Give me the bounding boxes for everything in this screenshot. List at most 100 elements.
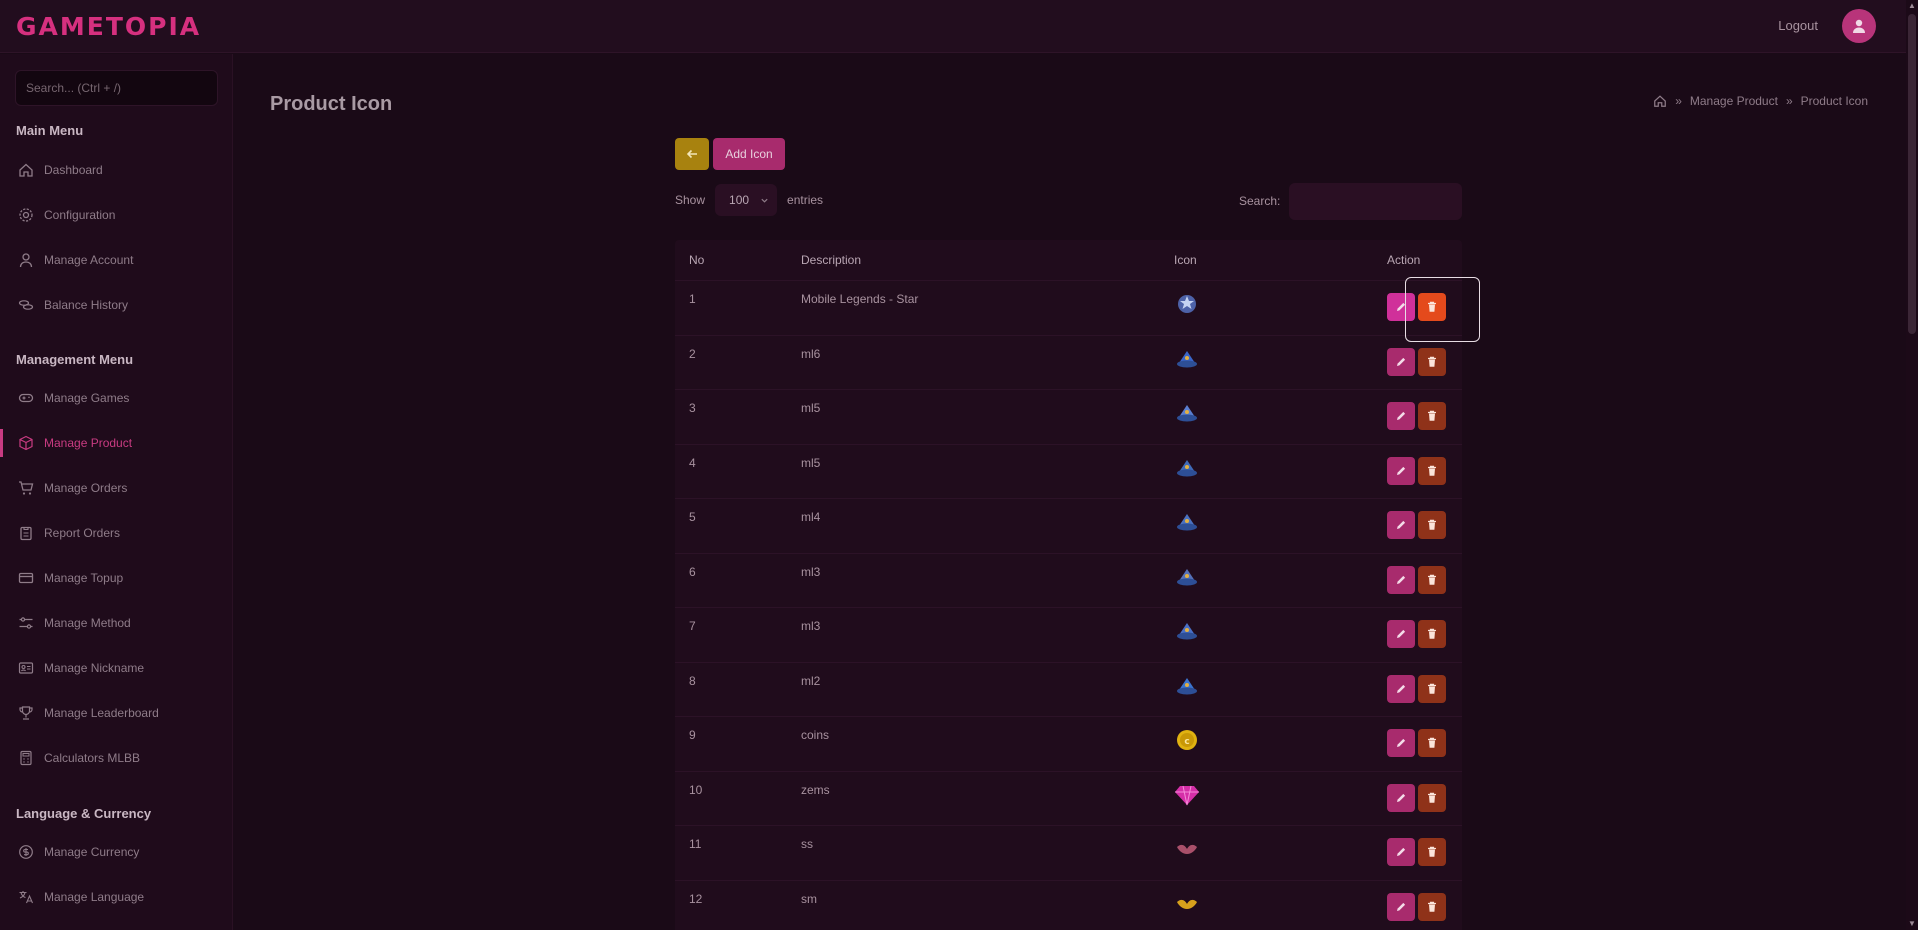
sidebar-item-label: Manage Currency <box>44 845 140 859</box>
sidebar-item-manage-leaderboard[interactable]: Manage Leaderboard <box>0 695 232 731</box>
pencil-icon <box>1397 629 1406 638</box>
delete-button[interactable] <box>1418 347 1446 376</box>
delete-button[interactable] <box>1418 456 1446 485</box>
edit-button[interactable] <box>1387 838 1415 866</box>
table-row: 9 coins c <box>675 716 1462 770</box>
dollar-icon <box>18 844 34 860</box>
breadcrumb-item-product-icon: Product Icon <box>1800 94 1868 108</box>
edit-button[interactable] <box>1387 892 1415 921</box>
sidebar-item-label: Manage Games <box>44 391 130 405</box>
edit-button[interactable] <box>1387 347 1415 376</box>
pencil-icon <box>1397 793 1406 802</box>
edit-button[interactable] <box>1387 674 1415 703</box>
trash-icon <box>1428 465 1436 476</box>
trash-icon <box>1428 628 1436 639</box>
edit-button[interactable] <box>1387 620 1415 648</box>
scroll-thumb[interactable] <box>1908 14 1916 334</box>
table-row: 8 ml2 <box>675 661 1462 716</box>
show-label: Show <box>675 193 706 207</box>
pencil-icon <box>1397 847 1406 856</box>
edit-button[interactable] <box>1387 511 1415 539</box>
scroll-up-icon[interactable]: ▲ <box>1908 1 1916 10</box>
breadcrumb: » Manage Product » Product Icon <box>1653 94 1868 108</box>
edit-button[interactable] <box>1387 565 1415 594</box>
cell-description: ml5 <box>801 401 821 415</box>
app-logo[interactable]: GAMETOPIA <box>16 12 202 41</box>
table-row: 5 ml4 <box>675 498 1462 552</box>
breadcrumb-item-manage-product[interactable]: Manage Product <box>1689 94 1778 108</box>
sidebar-item-label: Report Orders <box>44 526 121 540</box>
sidebar-item-manage-account[interactable]: Manage Account <box>0 242 232 278</box>
sidebar-item-manage-topup[interactable]: Manage Topup <box>0 560 232 596</box>
sidebar-item-configuration[interactable]: Configuration <box>0 197 232 233</box>
trash-icon <box>1428 683 1436 694</box>
user-icon <box>18 252 34 268</box>
delete-button[interactable] <box>1418 293 1446 321</box>
pencil-icon <box>1397 520 1406 529</box>
column-header-icon[interactable]: Icon <box>1174 253 1197 267</box>
delete-button[interactable] <box>1418 674 1446 703</box>
scroll-down-icon[interactable]: ▼ <box>1908 919 1916 928</box>
delete-button[interactable] <box>1418 565 1446 594</box>
chevron-down-icon <box>761 198 768 203</box>
cell-no: 9 <box>689 728 696 742</box>
sidebar-item-manage-language[interactable]: Manage Language <box>0 879 232 915</box>
table-row: 1 Mobile Legends - Star <box>675 280 1462 334</box>
sidebar-item-balance-history[interactable]: Balance History <box>0 287 232 323</box>
sidebar: Main Menu Dashboard Configuration Manage A… <box>0 54 233 930</box>
cell-no: 11 <box>689 837 702 851</box>
trash-icon <box>1428 792 1436 803</box>
sidebar-item-manage-orders[interactable]: Manage Orders <box>0 470 232 506</box>
sidebar-item-manage-product[interactable]: Manage Product <box>0 425 232 461</box>
sidebar-item-dashboard[interactable]: Dashboard <box>0 152 232 188</box>
cart-icon <box>18 480 34 496</box>
table-row: 12 sm <box>675 879 1462 930</box>
delete-button[interactable] <box>1418 838 1446 866</box>
sidebar-item-manage-method[interactable]: Manage Method <box>0 605 232 641</box>
delete-button[interactable] <box>1418 620 1446 648</box>
sidebar-item-report-orders[interactable]: Report Orders <box>0 515 232 551</box>
table-row: 10 zems <box>675 770 1462 825</box>
sidebar-item-label: Manage Topup <box>44 571 124 585</box>
sidebar-item-manage-nickname[interactable]: Manage Nickname <box>0 650 232 686</box>
avatar[interactable] <box>1842 9 1876 43</box>
delete-button[interactable] <box>1418 402 1446 430</box>
trash-icon <box>1428 356 1436 367</box>
table-search-label: Search: <box>1239 194 1281 208</box>
sidebar-item-manage-currency[interactable]: Manage Currency <box>0 834 232 870</box>
wing-icon <box>1174 891 1200 917</box>
edit-button[interactable] <box>1387 402 1415 430</box>
cell-description: ml2 <box>801 673 821 688</box>
delete-button[interactable] <box>1418 729 1446 757</box>
back-button[interactable] <box>675 138 709 170</box>
cell-description: ss <box>801 837 813 851</box>
sidebar-item-manage-games[interactable]: Manage Games <box>0 380 232 416</box>
table-search-input[interactable] <box>1289 183 1462 220</box>
edit-button[interactable] <box>1387 293 1415 321</box>
cell-description: ml4 <box>801 510 821 524</box>
edit-button[interactable] <box>1387 456 1415 485</box>
logout-link[interactable]: Logout <box>1778 18 1818 33</box>
rank-hat-icon <box>1174 400 1200 426</box>
edit-button[interactable] <box>1387 729 1415 757</box>
column-header-description[interactable]: Description <box>801 253 862 267</box>
entries-label: entries <box>787 193 824 207</box>
home-icon[interactable] <box>1653 94 1667 108</box>
sidebar-item-label: Manage Account <box>44 253 134 267</box>
edit-button[interactable] <box>1387 783 1415 812</box>
delete-button[interactable] <box>1418 892 1446 921</box>
entries-select[interactable]: 100 <box>715 184 778 216</box>
box-icon <box>18 435 34 451</box>
cell-description: ml5 <box>801 455 821 470</box>
sidebar-item-calculators-mlbb[interactable]: Calculators MLBB <box>0 740 232 776</box>
sidebar-item-label: Manage Leaderboard <box>44 706 159 720</box>
add-icon-button[interactable]: Add Icon <box>713 138 785 170</box>
entries-select-value: 100 <box>729 193 750 207</box>
pencil-icon <box>1397 684 1406 693</box>
column-header-no[interactable]: No <box>689 253 705 267</box>
delete-button[interactable] <box>1418 511 1446 539</box>
delete-button[interactable] <box>1418 783 1446 812</box>
sidebar-search-input[interactable] <box>15 70 218 106</box>
page-scrollbar[interactable]: ▲ ▼ <box>1906 0 1918 930</box>
management-menu-heading: Management Menu <box>16 352 134 367</box>
